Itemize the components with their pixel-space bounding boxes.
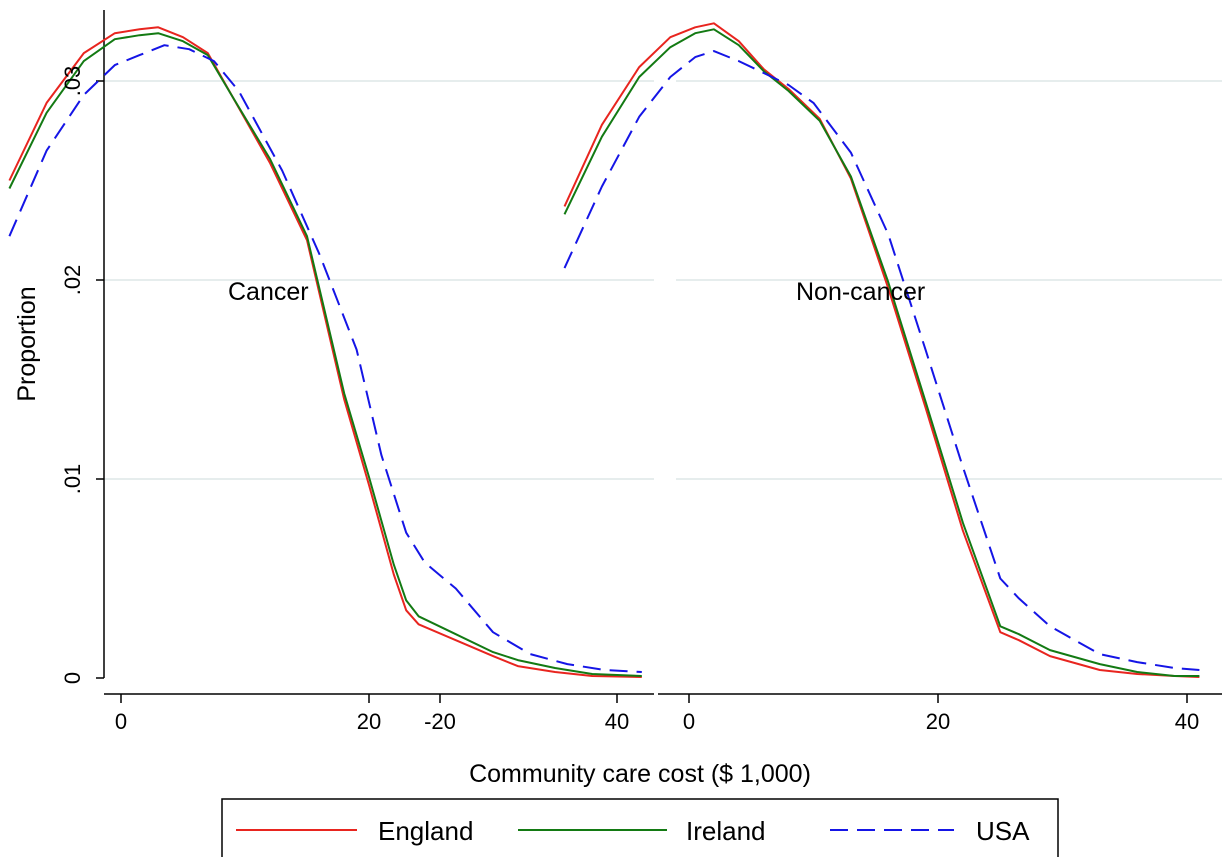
series-line-ireland bbox=[563, 28, 1200, 677]
legend-label-england: England bbox=[378, 816, 473, 846]
x-tick-label: 20 bbox=[926, 709, 950, 734]
y-axis-label: Proportion bbox=[13, 286, 41, 401]
panel-label: Cancer bbox=[228, 278, 309, 306]
series-line-england bbox=[8, 26, 642, 678]
legend-label-ireland: Ireland bbox=[686, 816, 766, 846]
x-tick-label: 0 bbox=[683, 709, 695, 734]
x-tick-label: 40 bbox=[1175, 709, 1199, 734]
legend: England Ireland USA bbox=[221, 798, 1059, 857]
series-line-ireland bbox=[8, 32, 642, 677]
x-tick-label: 0 bbox=[115, 709, 127, 734]
legend-box bbox=[221, 798, 1059, 857]
x-tick-label: 20 bbox=[357, 709, 381, 734]
axis-text: 0.01.02.03Proportion-2002040Cancer-20020… bbox=[13, 66, 1199, 788]
x-tick-label: 40 bbox=[605, 709, 629, 734]
panel-label: Non-cancer bbox=[796, 278, 925, 306]
x-tick-label: -20 bbox=[424, 709, 456, 734]
x-axis-label: Community care cost ($ 1,000) bbox=[469, 760, 811, 788]
y-tick-label: .01 bbox=[60, 464, 85, 495]
series-line-england bbox=[563, 22, 1200, 678]
legend-label-usa: USA bbox=[976, 816, 1030, 846]
axes bbox=[96, 10, 1222, 703]
y-tick-label: 0 bbox=[60, 672, 85, 684]
y-tick-label: .02 bbox=[60, 265, 85, 296]
gridlines bbox=[104, 80, 1222, 480]
series-line-usa bbox=[8, 44, 642, 673]
series-lines bbox=[8, 22, 1200, 678]
series-line-usa bbox=[563, 50, 1200, 671]
y-tick-label: .03 bbox=[60, 66, 85, 97]
